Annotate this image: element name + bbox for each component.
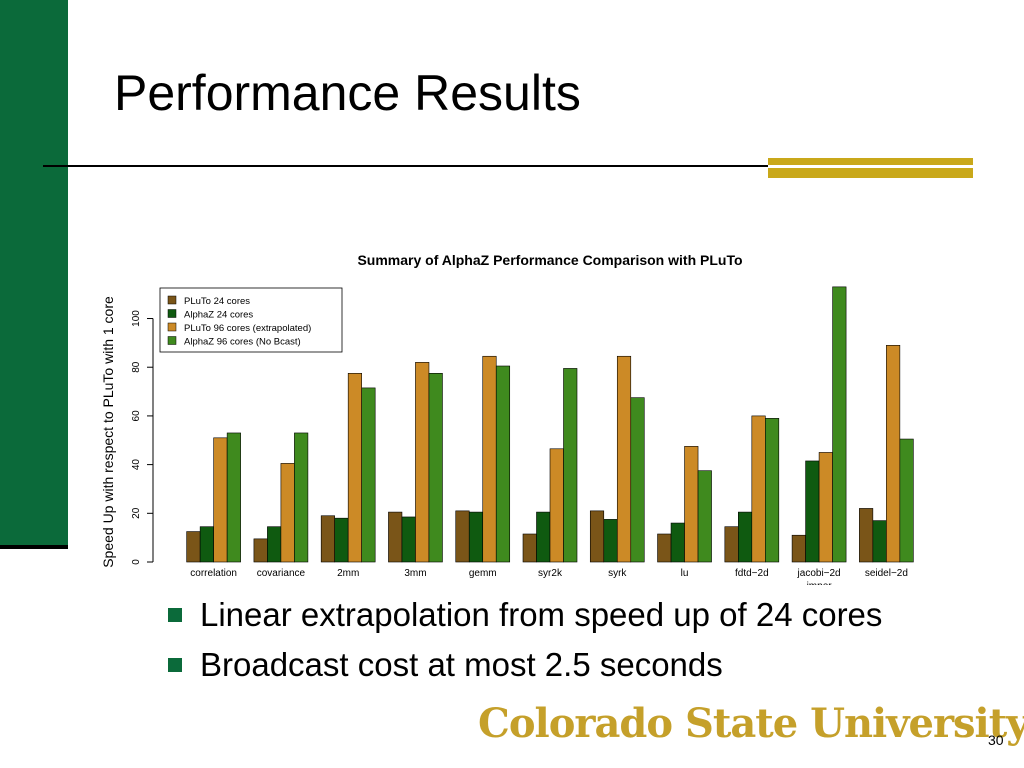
bullet-text: Linear extrapolation from speed up of 24… xyxy=(200,596,883,633)
legend-box xyxy=(159,287,343,353)
bar xyxy=(401,516,416,563)
bar xyxy=(563,368,578,563)
x-tick-label: fdtd−2d xyxy=(735,568,769,579)
bar xyxy=(226,432,241,563)
bar xyxy=(361,387,376,563)
legend-swatch xyxy=(167,336,177,345)
page-number: 30 xyxy=(988,732,1004,748)
x-tick-label: 3mm xyxy=(404,568,426,579)
bullet-list: Linear extrapolation from speed up of 24… xyxy=(168,590,882,690)
legend-swatch xyxy=(167,295,177,305)
bar xyxy=(347,373,362,563)
bar xyxy=(886,345,901,563)
bar xyxy=(589,510,605,563)
y-tick-label: 100 xyxy=(131,310,142,327)
title-rule xyxy=(43,165,973,167)
bar xyxy=(334,517,349,563)
bar xyxy=(495,365,511,563)
sidebar-band-underline xyxy=(0,545,68,549)
bar xyxy=(415,362,430,563)
legend-label: PLuTo 96 cores (extrapolated) xyxy=(184,323,311,334)
bar xyxy=(294,432,309,563)
bar xyxy=(253,538,268,563)
bar xyxy=(684,446,699,563)
y-tick-label: 40 xyxy=(131,459,142,471)
bullet-marker xyxy=(168,608,182,622)
bar xyxy=(267,526,282,563)
bullet-marker xyxy=(168,658,182,672)
x-tick-label: syr2k xyxy=(538,568,563,579)
bar xyxy=(832,286,847,563)
legend-label: PLuTo 24 cores xyxy=(184,296,250,307)
bar xyxy=(428,373,443,563)
bar xyxy=(872,520,887,563)
x-tick-label: gemm xyxy=(469,568,497,579)
legend-label: AlphaZ 96 cores (No Bcast) xyxy=(184,337,301,348)
bar xyxy=(724,526,739,563)
bar xyxy=(213,437,228,563)
legend-swatch xyxy=(167,309,177,318)
bar xyxy=(536,511,551,563)
x-tick-label: syrk xyxy=(608,568,627,579)
bar xyxy=(199,526,214,563)
bar xyxy=(630,397,645,563)
x-tick-label: imper xyxy=(807,581,833,585)
bar xyxy=(320,515,335,563)
bar xyxy=(482,355,497,563)
gold-accent-bar xyxy=(768,158,973,178)
y-tick-label: 80 xyxy=(131,361,142,373)
bar xyxy=(455,510,470,563)
bar xyxy=(468,511,484,563)
bullet-text: Broadcast cost at most 2.5 seconds xyxy=(200,646,723,683)
bar xyxy=(670,522,685,563)
bar xyxy=(657,533,672,563)
slide-title: Performance Results xyxy=(114,65,581,121)
bullet-item: Linear extrapolation from speed up of 24… xyxy=(168,590,882,640)
bar xyxy=(616,355,632,563)
y-axis-label: Speed Up with respect to PLuTo with 1 co… xyxy=(100,296,116,568)
bar xyxy=(859,508,874,563)
bar xyxy=(818,452,833,563)
bar xyxy=(603,519,618,563)
university-logo: Colorado State University xyxy=(478,700,1024,747)
y-tick-label: 60 xyxy=(131,410,142,422)
x-tick-label: jacobi−2d xyxy=(797,568,841,579)
bar xyxy=(765,418,780,563)
bar xyxy=(549,448,564,563)
bar xyxy=(697,470,712,563)
performance-chart: Summary of AlphaZ Performance Comparison… xyxy=(100,252,914,585)
legend-label: AlphaZ 24 cores xyxy=(184,310,253,321)
y-tick-label: 0 xyxy=(131,559,142,565)
bar xyxy=(186,531,201,563)
x-tick-label: covariance xyxy=(257,568,306,579)
chart-title: Summary of AlphaZ Performance Comparison… xyxy=(357,252,742,268)
x-tick-label: lu xyxy=(681,568,689,579)
y-tick-label: 20 xyxy=(131,507,142,519)
bar xyxy=(522,533,537,563)
bar xyxy=(751,415,766,563)
legend-swatch xyxy=(167,322,177,332)
bar xyxy=(388,511,403,563)
x-tick-label: seidel−2d xyxy=(865,568,908,579)
x-tick-label: correlation xyxy=(190,568,237,579)
bar xyxy=(899,438,914,563)
bar xyxy=(280,463,295,563)
x-tick-label: 2mm xyxy=(337,568,359,579)
bar xyxy=(738,511,753,563)
sidebar-band xyxy=(0,0,68,545)
bar xyxy=(791,534,806,563)
bullet-item: Broadcast cost at most 2.5 seconds xyxy=(168,640,882,690)
bar xyxy=(805,460,820,563)
